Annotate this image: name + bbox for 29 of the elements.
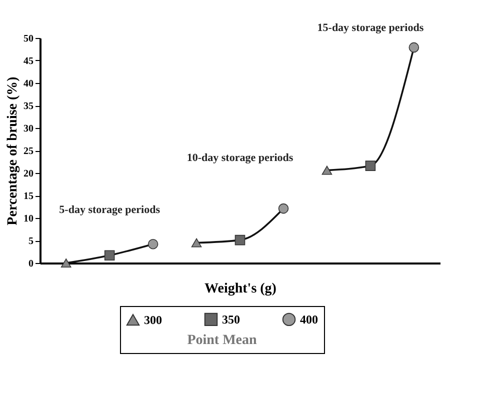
legend-label: 300 (144, 312, 162, 327)
legend-label: 350 (222, 312, 240, 326)
legend-label: 400 (300, 312, 318, 326)
y-tick-label: 20 (24, 168, 34, 180)
point (191, 238, 202, 248)
text: 15-day storage periods (317, 22, 424, 34)
y-tick-label: 30 (24, 124, 34, 134)
y-tick-label: 5 (28, 236, 34, 247)
x-axis-title: Weight's (g) (204, 282, 277, 296)
annotation: 5-day storage periods (59, 204, 161, 216)
y-tick-label: 25 (24, 146, 34, 157)
annotation: 10-day storage periods (186, 152, 294, 164)
y-tick-label: 35 (24, 101, 34, 112)
legend-title: Point Mean (187, 333, 258, 348)
point (408, 42, 420, 53)
point (148, 238, 158, 250)
y-tick-label: 10 (24, 214, 34, 224)
point (104, 250, 115, 260)
y-tick-label: 15 (24, 191, 34, 202)
y-tick-label: 50 (24, 34, 34, 44)
y-tick-label: 0 (28, 258, 34, 270)
point (322, 166, 332, 175)
point (60, 258, 72, 268)
y-tick-label: 40 (24, 78, 34, 90)
point (234, 234, 246, 246)
y-axis-title: Percentage of bruise (%) (6, 76, 20, 226)
y-tick-label: 45 (24, 56, 34, 67)
point (278, 203, 289, 214)
point (365, 160, 376, 171)
